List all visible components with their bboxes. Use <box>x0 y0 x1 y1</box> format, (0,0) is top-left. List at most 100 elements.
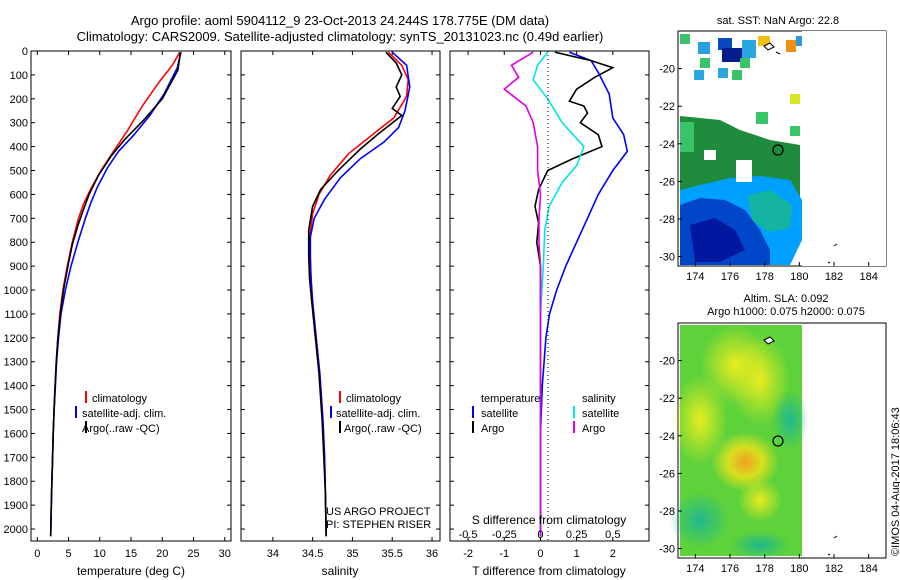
map-x-tick-label: 184 <box>859 563 877 575</box>
sst-field-darkblue <box>690 218 745 262</box>
s-tick-label: -0.5 <box>459 529 478 541</box>
sst-pixel <box>698 42 710 54</box>
x-tick-label: 30 <box>219 548 231 560</box>
sst-pixel <box>796 36 806 46</box>
legend-label: satellite <box>582 408 619 420</box>
sst-pixel <box>758 36 770 46</box>
s-tick-label: 0.5 <box>605 529 620 541</box>
map-x-tick-label: 174 <box>686 271 704 283</box>
depth-tick-label: 300 <box>10 118 28 130</box>
sla-map-title-line1: Altim. SLA: 0.092 <box>744 293 829 305</box>
series-line <box>503 51 542 537</box>
sst-pixel <box>790 94 800 104</box>
map-y-tick-label: -24 <box>659 431 675 443</box>
salinity-legend: climatology satellite-adj. clim. Argo(..… <box>330 391 422 435</box>
salinity-series <box>307 51 411 537</box>
map-y-tick-label: -30 <box>659 252 675 264</box>
map-x-tick-label: 176 <box>721 271 739 283</box>
series-line <box>534 51 615 537</box>
sst-pixel <box>732 70 742 80</box>
sst-pixel <box>756 112 768 124</box>
legend-label: Argo <box>582 423 605 435</box>
s-tick-label: -0.25 <box>492 529 517 541</box>
series-line <box>539 51 629 537</box>
x-tick-label: -2 <box>463 548 473 560</box>
x-tick-label: 15 <box>125 548 137 560</box>
series-line <box>532 51 585 537</box>
sla-low <box>772 390 808 450</box>
sst-gap <box>736 160 752 182</box>
argo-location-marker <box>772 435 784 447</box>
depth-tick-label: 0 <box>22 46 28 58</box>
map-x-tick-label: 182 <box>825 271 843 283</box>
sst-pixel <box>722 48 742 62</box>
depth-tick-label: 700 <box>10 213 28 225</box>
depth-tick-label: 500 <box>10 166 28 178</box>
x-tick-label: 35 <box>346 548 358 560</box>
map-y-tick-label: -22 <box>659 393 675 405</box>
project-name: US ARGO PROJECT <box>326 506 431 518</box>
temperature-legend: climatology satellite-adj. clim. Argo(..… <box>75 391 166 435</box>
depth-tick-label: 200 <box>10 94 28 106</box>
x-tick-label: 36 <box>426 548 438 560</box>
legend-label: satellite-adj. clim. <box>82 408 166 420</box>
figure-title-line1: Argo profile: aoml 5904112_9 23-Oct-2013… <box>130 13 550 28</box>
difference-series <box>503 51 629 537</box>
series-line <box>49 52 182 537</box>
sst-no-data-east <box>802 31 886 266</box>
map-x-tick-label: 176 <box>721 563 739 575</box>
map-y-tick-label: -28 <box>659 214 675 226</box>
sla-high <box>730 335 790 425</box>
depth-tick-label: 900 <box>10 261 28 273</box>
depth-tick-label: 1100 <box>4 309 28 321</box>
series-line <box>309 51 411 537</box>
legend-label: satellite-adj. clim. <box>336 408 420 420</box>
depth-tick-label: 1600 <box>4 428 28 440</box>
legend-label: climatology <box>346 393 402 405</box>
island-outline <box>763 42 781 55</box>
sst-pixel <box>700 58 710 68</box>
x-tick-label: 0 <box>34 548 40 560</box>
island-outline <box>827 243 838 264</box>
depth-tick-label: 100 <box>10 70 28 82</box>
island-outline <box>763 336 775 345</box>
s-difference-axis-label: S difference from climatology <box>472 513 627 527</box>
map-y-tick-label: -20 <box>659 356 675 368</box>
legend-label: Argo <box>481 423 504 435</box>
island-outline <box>827 535 838 556</box>
legend-heading-salinity: salinity <box>582 393 616 405</box>
legend-heading-temperature: temperature <box>481 393 540 405</box>
depth-tick-label: 1200 <box>4 333 28 345</box>
map-y-tick-label: -22 <box>659 101 675 113</box>
t-difference-axis-label: T difference from climatology <box>472 564 626 578</box>
difference-axes <box>449 50 650 542</box>
depth-tick-label: 1500 <box>4 405 28 417</box>
map-y-tick-label: -20 <box>659 64 675 76</box>
tick-marks <box>31 50 649 541</box>
sst-pixel <box>740 58 750 68</box>
imos-credit: ©IMOS 04-Aug-2017 18:06:43 <box>890 407 900 556</box>
legend-label: satellite <box>481 408 518 420</box>
temperature-axis-label: temperature (deg C) <box>77 564 185 578</box>
project-pi: PI: STEPHEN RISER <box>326 519 431 531</box>
map-x-tick-label: 184 <box>859 271 877 283</box>
sla-map <box>670 322 887 559</box>
series-line <box>49 51 181 537</box>
figure-title-line2: Climatology: CARS2009. Satellite-adjuste… <box>76 29 604 44</box>
series-line <box>49 52 182 537</box>
sla-map-title-line2: Argo h1000: 0.075 h2000: 0.075 <box>707 306 865 318</box>
salinity-axes <box>240 50 441 542</box>
sla-low <box>670 492 730 548</box>
s-tick-label: 0.25 <box>566 529 587 541</box>
map-x-tick-label: 178 <box>755 271 773 283</box>
map-y-tick-label: -26 <box>659 468 675 480</box>
map-x-tick-label: 180 <box>790 271 808 283</box>
x-tick-label: 34 <box>267 548 279 560</box>
sst-gap <box>704 150 716 160</box>
sla-high <box>711 432 779 492</box>
legend-label: Argo(..raw -QC) <box>344 423 422 435</box>
sla-low <box>730 531 790 559</box>
x-tick-label: 34.5 <box>302 548 323 560</box>
map-y-tick-label: -24 <box>659 139 675 151</box>
